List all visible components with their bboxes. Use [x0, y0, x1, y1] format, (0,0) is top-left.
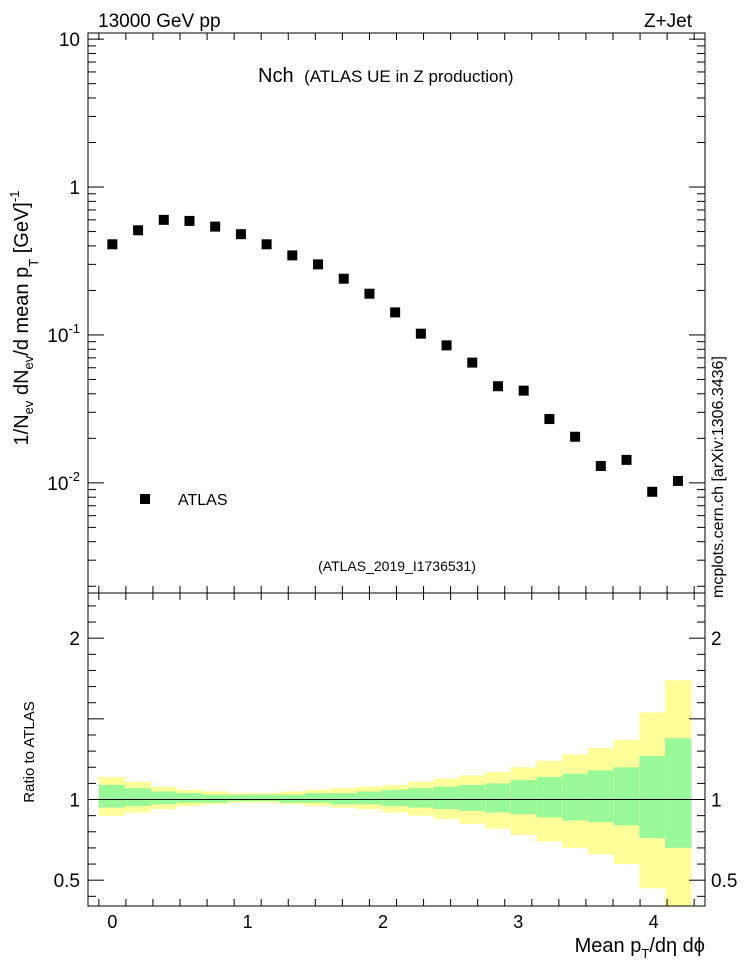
data-point — [235, 229, 246, 240]
ratio-y-tick-label: 1 — [69, 791, 80, 812]
inner-band-bin — [459, 784, 486, 811]
data-point — [467, 357, 478, 368]
data-markers — [107, 214, 683, 497]
inner-band-bin — [639, 755, 666, 839]
data-point — [595, 460, 606, 471]
y-tick-label: 10 — [59, 30, 80, 51]
ratio-y-tick-label: 2 — [69, 629, 80, 650]
ratio-plot: 0.5 0.5 1 1 2 2 0 1 2 3 4 Ratio to ATLAS Mean pT/… — [21, 592, 738, 961]
inner-band-bin — [98, 784, 126, 808]
y-tick-label: 1 — [69, 178, 80, 199]
inner-band-bin — [305, 793, 331, 803]
data-point — [672, 475, 683, 486]
inner-band-bin — [510, 780, 537, 815]
inner-band-bin — [150, 791, 177, 805]
data-point — [415, 328, 426, 339]
data-point — [518, 385, 529, 396]
inner-band-bin — [562, 773, 588, 821]
legend-marker — [140, 494, 150, 504]
inner-band-bin — [536, 776, 563, 818]
ratio-y-tick-label-right: 1 — [711, 791, 722, 812]
inner-band-bin — [356, 791, 383, 805]
ratio-uncertainty-bands — [98, 680, 692, 906]
ratio-y-tick-label: 0.5 — [54, 871, 80, 892]
legend-label: ATLAS — [178, 492, 228, 509]
x-tick-label: 1 — [243, 912, 253, 932]
x-tick-label: 3 — [513, 912, 523, 932]
y-tick-label: 10-2 — [47, 469, 80, 495]
inner-band-bin — [125, 788, 151, 806]
data-point — [287, 250, 298, 261]
inner-band-bin — [587, 770, 614, 823]
plot-title: Nch (ATLAS UE in Z production) — [258, 65, 514, 87]
inner-band-bin — [382, 789, 409, 806]
x-tick-labels: 0 1 2 3 4 — [107, 912, 658, 932]
y-tick-label: 10-1 — [47, 321, 80, 347]
data-point — [133, 225, 144, 236]
ratio-y-tick-labels: 0.5 0.5 1 1 2 2 — [54, 629, 738, 892]
data-point — [313, 259, 324, 270]
inner-band-bin — [665, 738, 692, 848]
ratio-plot-frame — [87, 592, 706, 907]
plot-title-sub: (ATLAS UE in Z production) — [304, 67, 513, 86]
x-tick-label: 2 — [378, 912, 388, 932]
analysis-id: (ATLAS_2019_I1736531) — [318, 558, 476, 574]
inner-band-bin — [408, 788, 434, 808]
inner-band-bin — [202, 794, 229, 803]
data-point — [210, 221, 221, 232]
data-point — [621, 454, 632, 465]
y-tick-labels: 10-2 10-1 1 10 — [47, 30, 80, 495]
process-label: Z+Jet — [644, 11, 693, 32]
data-point — [107, 239, 118, 250]
data-point — [570, 431, 581, 442]
ratio-y-tick-label-right: 2 — [711, 629, 722, 650]
data-point — [158, 214, 169, 225]
data-point — [492, 381, 503, 392]
data-point — [544, 414, 555, 425]
data-point — [261, 239, 272, 250]
inner-band-bin — [176, 793, 203, 803]
data-point — [338, 273, 349, 284]
main-plot: 10-2 10-1 1 10 Nch (ATLAS UE in Z productio… — [7, 30, 727, 598]
data-point — [364, 288, 375, 299]
data-point — [184, 215, 195, 226]
y-axis-label: 1/Nev dNev/d mean pT [GeV]-1 — [7, 191, 41, 446]
energy-label: 13000 GeV pp — [98, 11, 221, 32]
inner-band-bin — [330, 793, 357, 805]
inner-band-bin — [253, 794, 280, 802]
inner-band-bin — [228, 794, 254, 802]
x-tick-label: 0 — [107, 912, 117, 932]
x-tick-label: 4 — [649, 912, 659, 932]
inner-band-bin — [613, 767, 640, 826]
ratio-axis-ticks — [88, 593, 705, 906]
ratio-y-axis-label: Ratio to ATLAS — [21, 701, 38, 802]
ratio-y-tick-label-right: 0.5 — [711, 871, 737, 892]
data-point — [390, 307, 401, 318]
inner-band-bin — [279, 794, 306, 803]
main-axis-ticks — [88, 33, 705, 593]
data-point — [647, 486, 658, 497]
data-point — [441, 340, 452, 351]
inner-band-bin — [485, 783, 511, 813]
source-side-label: mcplots.cern.ch [arXiv:1306.3436] — [710, 356, 727, 598]
inner-band-bin — [433, 786, 460, 810]
x-axis-label: Mean pT/dη dϕ — [575, 935, 705, 961]
